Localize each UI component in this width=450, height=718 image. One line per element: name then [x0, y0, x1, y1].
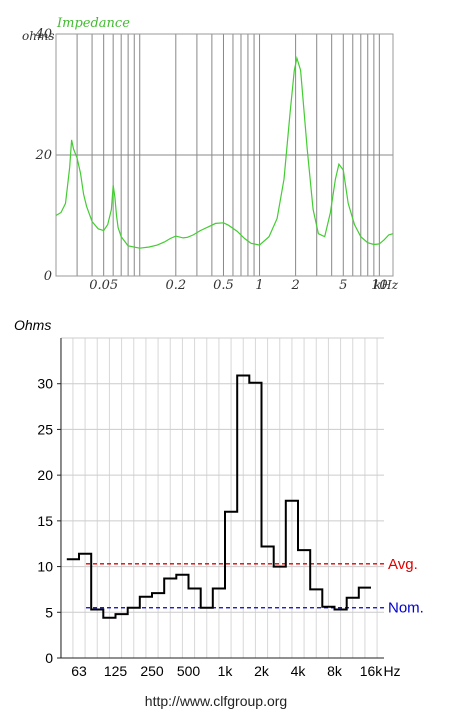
top-y-axis-label: ohms	[22, 29, 55, 43]
bottom-y-tick-label: 25	[37, 421, 53, 437]
impedance-curve	[55, 55, 394, 249]
bottom-x-tick-label: 500	[177, 663, 201, 679]
top-x-tick-label: 0.05	[89, 278, 118, 293]
bottom-x-tick-label: 125	[104, 663, 128, 679]
bottom-y-axis-label: Ohms	[14, 317, 51, 333]
bottom-x-tick-label: 1k	[218, 663, 234, 679]
top-chart-title: Impedance	[56, 16, 130, 31]
top-y-ticks: 0 20 40	[34, 27, 52, 284]
bottom-y-tick-label: 15	[37, 513, 53, 529]
bottom-y-tick-label: 30	[37, 376, 53, 392]
bottom-grid	[60, 337, 384, 659]
top-y-tick-label: 0	[44, 269, 52, 284]
top-x-tick-label: 10	[371, 278, 388, 293]
bottom-x-tick-label: 63	[71, 663, 87, 679]
bottom-x-unit-label: Hz	[383, 663, 400, 679]
impedance-band-chart: Ohms 0 5 10 15 20 25 30 63 125 250 500 1k 2k 4k 8k 16k…	[14, 317, 424, 679]
bottom-y-tick-label: 10	[37, 559, 53, 575]
reference-line-label: Nom.	[388, 600, 424, 617]
top-x-tick-label: 1	[255, 278, 263, 293]
bottom-y-tick-label: 5	[45, 604, 53, 620]
source-url: http://www.clfgroup.org	[145, 693, 287, 709]
bottom-x-tick-label: 8k	[327, 663, 343, 679]
top-grid	[55, 33, 393, 277]
bottom-x-tick-label: 4k	[291, 663, 307, 679]
top-x-tick-label: 0.5	[213, 278, 234, 293]
top-y-tick-label: 20	[34, 148, 52, 163]
top-x-unit-label: kHz	[374, 278, 399, 292]
top-x-tick-label: 5	[339, 278, 347, 293]
top-x-tick-label: 2	[290, 278, 299, 293]
bottom-x-tick-label: 250	[140, 663, 164, 679]
band-step-line	[66, 374, 371, 619]
bottom-y-ticks: 0 5 10 15 20 25 30	[37, 376, 61, 666]
bottom-y-tick-label: 20	[37, 467, 53, 483]
bottom-x-ticks: 63 125 250 500 1k 2k 4k 8k 16k Hz	[71, 663, 400, 679]
reference-line-label: Avg.	[388, 556, 418, 573]
top-y-tick-label: 40	[34, 27, 52, 42]
top-x-ticks: 0.05 0.2 0.5 1 2 5 10	[89, 278, 387, 293]
impedance-line-chart: Impedance ohms 0 20 40 0.05 0.2 0.5 1 2 5 10 kHz	[22, 16, 399, 293]
bottom-x-tick-label: 2k	[254, 663, 270, 679]
top-plot-frame	[55, 33, 394, 277]
top-x-tick-label: 0.2	[165, 278, 186, 293]
bottom-y-tick-label: 0	[45, 650, 53, 666]
bottom-x-tick-label: 16k	[360, 663, 384, 679]
